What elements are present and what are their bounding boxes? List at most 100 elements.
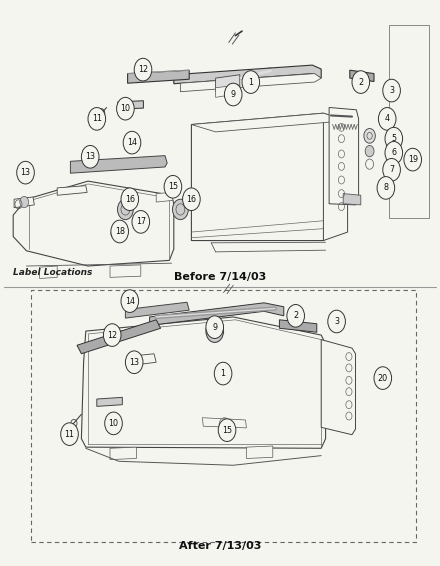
Circle shape [328,310,345,333]
Polygon shape [279,320,317,332]
Circle shape [206,320,224,342]
Text: 14: 14 [125,297,135,306]
Circle shape [218,419,236,441]
Circle shape [214,362,232,385]
Text: 10: 10 [121,104,130,113]
Circle shape [404,148,422,171]
Text: After 7/13/03: After 7/13/03 [179,541,261,551]
Polygon shape [329,108,359,205]
Polygon shape [191,113,348,132]
Text: 19: 19 [407,155,418,164]
Polygon shape [81,317,326,448]
Text: 2: 2 [293,311,298,320]
Circle shape [164,175,182,198]
Circle shape [125,351,143,374]
Circle shape [224,83,242,106]
Polygon shape [77,320,161,354]
Circle shape [88,108,106,130]
Text: Label Locations: Label Locations [13,268,92,277]
Circle shape [132,357,141,368]
Text: 11: 11 [92,114,102,123]
Polygon shape [118,101,143,109]
Circle shape [132,211,150,233]
Polygon shape [246,446,273,458]
Circle shape [183,188,200,211]
Text: 1: 1 [220,369,226,378]
Text: 20: 20 [378,374,388,383]
Circle shape [377,177,395,199]
Text: 13: 13 [85,152,95,161]
Text: 16: 16 [125,195,135,204]
Polygon shape [191,113,334,241]
Text: 11: 11 [65,430,74,439]
Polygon shape [40,266,57,278]
Circle shape [287,305,304,327]
Polygon shape [180,74,321,92]
Circle shape [121,188,139,211]
Polygon shape [216,85,240,97]
Circle shape [206,316,224,338]
Text: 9: 9 [212,323,217,332]
Circle shape [378,108,396,130]
Polygon shape [156,192,173,202]
Circle shape [81,145,99,168]
Text: 17: 17 [136,217,146,226]
Text: 3: 3 [334,317,339,326]
Text: 3: 3 [389,86,394,95]
Circle shape [385,127,403,150]
Circle shape [117,97,134,120]
Text: 15: 15 [222,426,232,435]
Text: 2: 2 [358,78,363,87]
Circle shape [117,199,133,220]
Circle shape [242,71,260,93]
Bar [389,25,429,218]
Polygon shape [174,65,321,84]
Polygon shape [128,354,156,366]
Polygon shape [150,303,284,325]
Text: 13: 13 [21,168,30,177]
Polygon shape [110,447,136,460]
Circle shape [103,324,121,346]
Circle shape [123,131,141,154]
Polygon shape [110,265,141,277]
Bar [101,215,143,231]
Circle shape [20,196,29,208]
Polygon shape [70,156,167,173]
Polygon shape [13,181,174,266]
Circle shape [383,158,400,181]
Text: 15: 15 [168,182,178,191]
Polygon shape [128,70,189,83]
Polygon shape [202,418,246,428]
Circle shape [383,79,400,102]
Text: 4: 4 [385,114,390,123]
Circle shape [374,367,392,389]
Text: 9: 9 [231,90,236,99]
Text: 10: 10 [109,419,118,428]
Polygon shape [350,70,374,82]
Circle shape [365,145,374,157]
Circle shape [17,161,34,184]
Text: Before 7/14/03: Before 7/14/03 [174,272,266,282]
Circle shape [352,71,370,93]
Circle shape [111,220,128,243]
Polygon shape [343,194,361,205]
Text: 16: 16 [187,195,196,204]
Polygon shape [321,340,356,435]
Polygon shape [97,397,122,406]
Circle shape [172,199,188,220]
Polygon shape [216,75,240,92]
Text: 6: 6 [391,148,396,157]
Circle shape [385,142,403,164]
Polygon shape [57,186,87,195]
Circle shape [61,423,78,445]
Circle shape [134,58,152,81]
Polygon shape [323,113,348,241]
Circle shape [105,412,122,435]
Polygon shape [14,197,34,208]
Circle shape [364,128,375,143]
Circle shape [121,290,139,312]
Text: 5: 5 [391,134,396,143]
Text: 7: 7 [389,165,394,174]
Bar [31,290,416,542]
Text: 14: 14 [127,138,137,147]
